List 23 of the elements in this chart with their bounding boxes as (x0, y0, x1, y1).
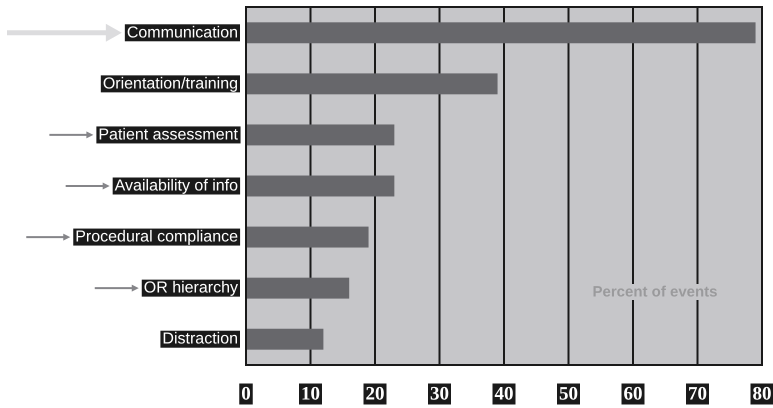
y-tick-label: Distraction (162, 330, 238, 348)
bar (246, 73, 498, 94)
bar (246, 226, 369, 248)
y-tick-label: Orientation/training (102, 75, 238, 92)
x-tick-label: 10 (301, 384, 320, 404)
x-tick-label: 80 (752, 384, 772, 404)
x-tick-label: 20 (366, 384, 384, 404)
x-tick-label: 40 (494, 384, 514, 404)
y-tick-label: Patient assessment (98, 126, 239, 144)
x-tick-label: 70 (688, 384, 707, 404)
y-tick-label: OR hierarchy (144, 280, 238, 297)
y-tick-label: Communication (126, 24, 238, 42)
bar (246, 176, 394, 196)
bar (246, 328, 324, 350)
x-tick-label: 60 (624, 384, 642, 404)
x-tick-label: 30 (430, 384, 449, 404)
y-tick-label: Procedural compliance (75, 228, 238, 246)
bar (246, 278, 350, 299)
x-tick-label: 50 (559, 384, 578, 404)
y-tick-label: Availability of info (114, 178, 238, 194)
bar (246, 124, 394, 146)
x-tick-label: 0 (241, 384, 251, 404)
bar (246, 22, 756, 44)
